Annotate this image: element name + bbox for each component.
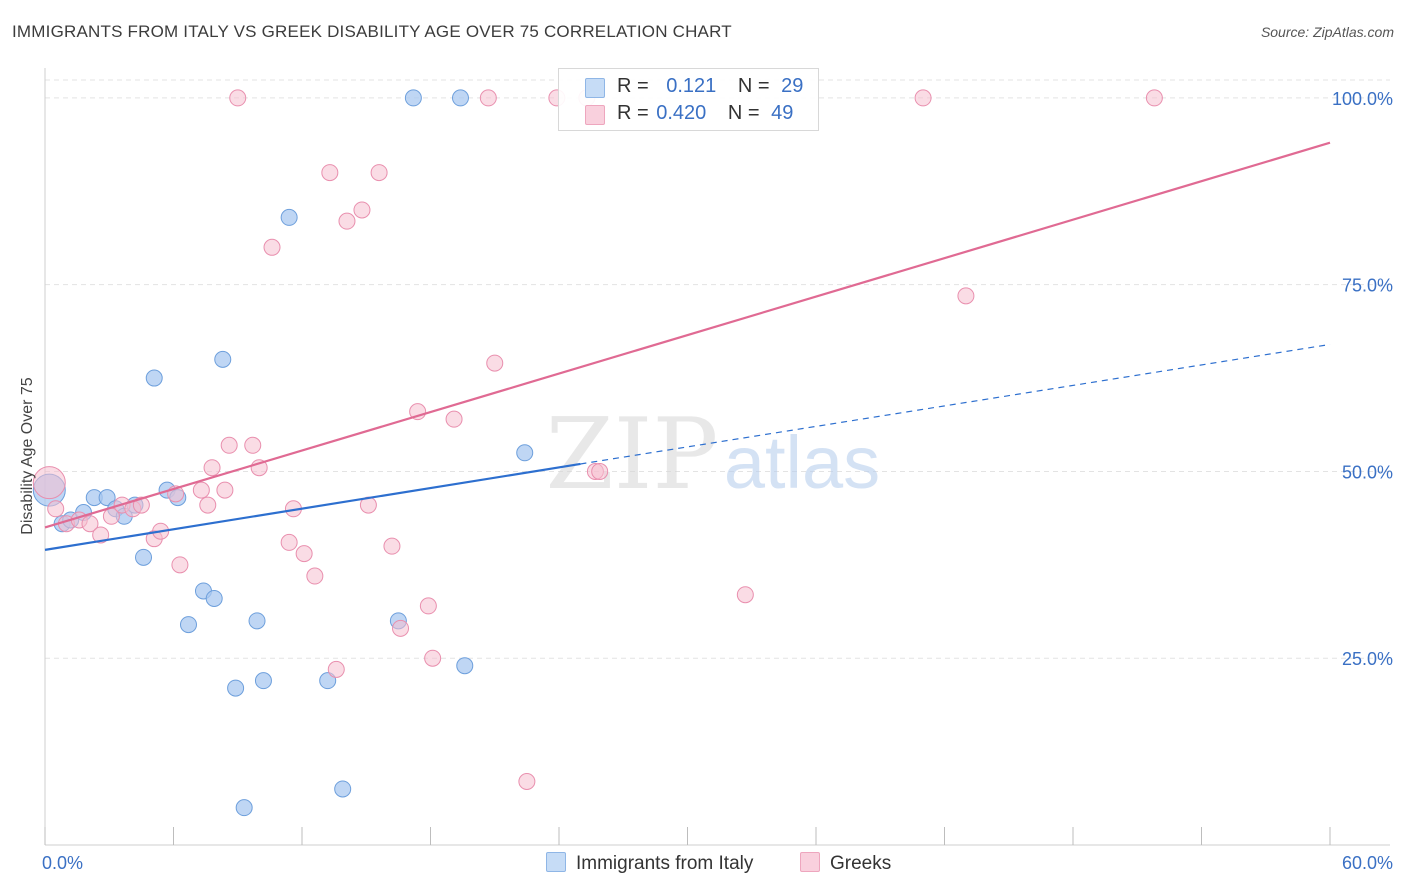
greeks-trend-line [44,141,1331,529]
greeks-point [280,533,298,551]
italy-point [248,612,266,630]
greeks-point [81,515,99,533]
stats-legend: R = 0.121 N = 29 R = 0.420 N = 49 [558,68,819,131]
italy-point [227,679,245,697]
y-axis-label: Disability Age Over 75 [19,377,36,535]
trend-lines [44,141,1331,551]
bottom-legend-italy-swatch [546,852,566,872]
greeks-point [295,545,313,563]
italy-point [145,369,163,387]
greeks-point [338,212,356,230]
italy-point [280,208,298,226]
bottom-legend-italy: Immigrants from Italy [546,852,753,875]
legend-swatch-greeks [585,105,605,125]
legend-italy-r-label: R = [617,75,649,97]
italy-point [235,799,253,817]
italy-point [334,780,352,798]
greeks-point [353,201,371,219]
greeks-point [1145,89,1163,107]
greeks-point [47,500,65,518]
source-label: Source: ZipAtlas.com [1260,24,1394,40]
legend-greeks-r-value: 0.420 [656,102,707,124]
legend-italy-n-value: 29 [781,75,804,97]
watermark: ZIP atlas [546,398,881,512]
legend-italy-r-value: 0.121 [666,75,717,97]
bottom-legend-greeks: Greeks [800,852,891,875]
watermark-atlas: atlas [724,421,880,504]
greeks-point [392,619,410,637]
greeks-point [479,89,497,107]
italy-point [456,657,474,675]
y-tick-label: 25.0% [1342,649,1393,669]
greeks-point [132,496,150,514]
x-tick-label: 0.0% [42,853,83,873]
italy-point [179,616,197,634]
italy-point [98,489,116,507]
greeks-point [32,466,66,500]
greeks-point [327,660,345,678]
y-tick-label: 75.0% [1342,276,1393,296]
legend-swatch-italy [585,78,605,98]
italy-point [214,350,232,368]
greeks-point [591,462,609,480]
legend-greeks-r-label: R = [617,102,649,124]
greeks-point [171,556,189,574]
italy-trend-extension [580,343,1331,465]
greeks-point [244,436,262,454]
italy-point [254,672,272,690]
bottom-legend-italy-label: Immigrants from Italy [576,853,754,874]
tick-labels: 25.0% 50.0% 75.0% 100.0% 0.0% 60.0% [42,89,1393,873]
italy-point [205,589,223,607]
greeks-point [383,537,401,555]
greeks-point [192,481,210,499]
y-tick-label: 100.0% [1332,89,1393,109]
greeks-point [957,287,975,305]
italy-point [451,89,469,107]
greeks-point [518,772,536,790]
greeks-point [306,567,324,585]
greeks-point [263,238,281,256]
italy-point [135,548,153,566]
greeks-point [203,459,221,477]
chart-title: IMMIGRANTS FROM ITALY VS GREEK DISABILIT… [12,22,732,41]
greeks-point [92,526,110,544]
greeks-point [229,89,247,107]
bottom-legend-greeks-label: Greeks [830,853,892,874]
italy-trend-line [44,462,581,551]
greeks-point [216,481,234,499]
greeks-point [199,496,217,514]
bottom-legend-greeks-swatch [800,852,820,872]
greeks-point [370,164,388,182]
watermark-zip: ZIP [546,398,719,512]
legend-greeks-n-label: N = [727,102,760,124]
italy-point [516,444,534,462]
greeks-point [736,586,754,604]
italy-point [404,89,422,107]
italy-point [319,672,337,690]
axes [44,68,1390,846]
greeks-point [321,164,339,182]
greeks-point [424,649,442,667]
legend-italy-n-label: N = [737,75,770,97]
x-tick-label: 60.0% [1342,853,1393,873]
greeks-point [486,354,504,372]
greeks-point [445,410,463,428]
y-tick-label: 50.0% [1342,462,1393,482]
legend-greeks-n-value: 49 [771,102,794,124]
greeks-point [419,597,437,615]
grid [45,79,1390,659]
greeks-point [220,436,238,454]
greeks-point [914,89,932,107]
